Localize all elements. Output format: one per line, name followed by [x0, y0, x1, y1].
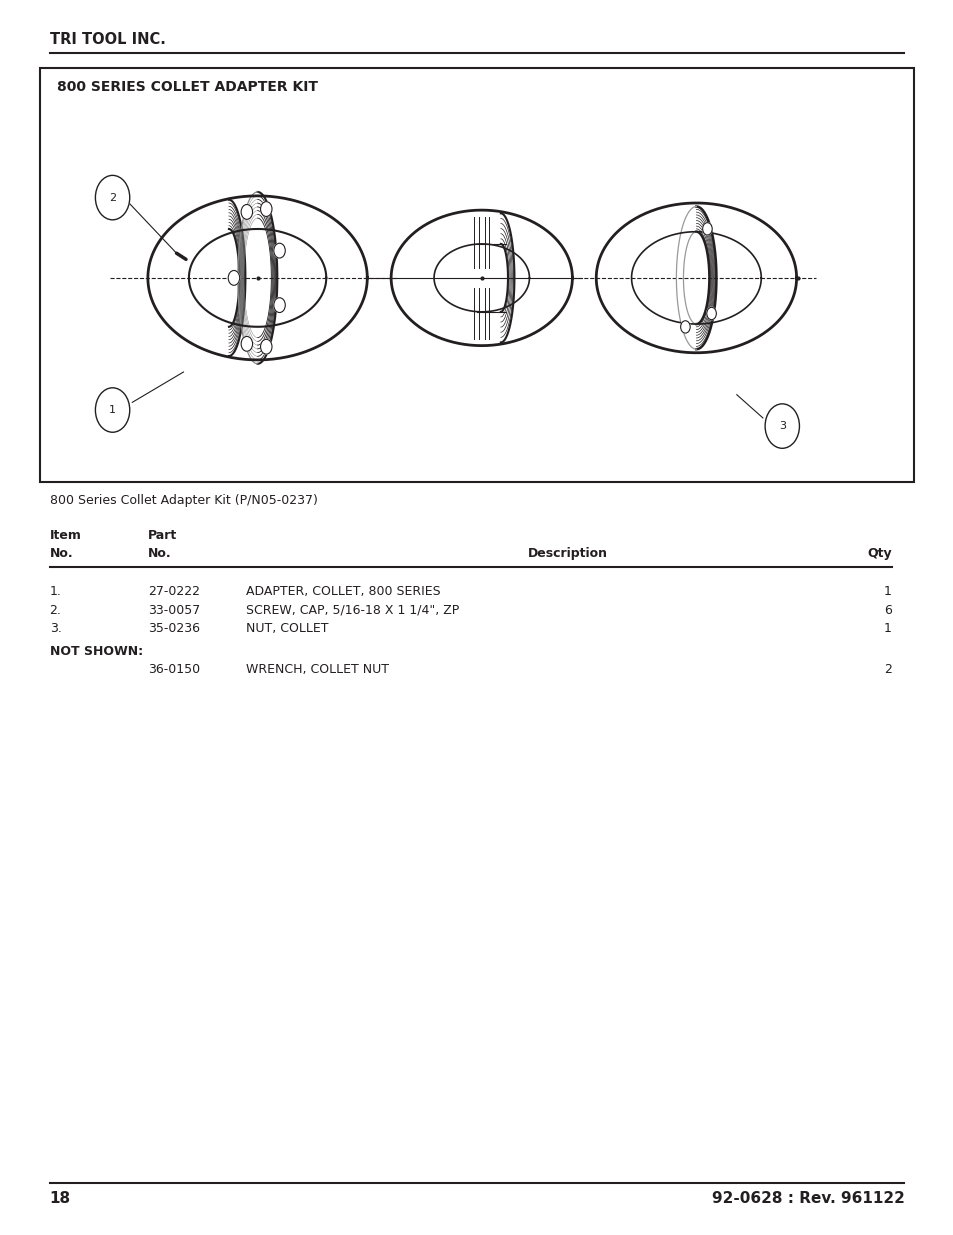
Text: No.: No. — [148, 547, 172, 561]
Text: 18: 18 — [50, 1191, 71, 1205]
Circle shape — [241, 205, 253, 220]
Text: Part: Part — [148, 529, 177, 542]
Circle shape — [706, 308, 716, 320]
Circle shape — [260, 201, 272, 216]
Text: 35-0236: 35-0236 — [148, 622, 200, 636]
Text: NOT SHOWN:: NOT SHOWN: — [50, 645, 143, 658]
Text: 2: 2 — [109, 193, 116, 203]
Text: Qty: Qty — [866, 547, 891, 561]
Text: 1: 1 — [109, 405, 116, 415]
Text: 800 Series Collet Adapter Kit (P/N05-0237): 800 Series Collet Adapter Kit (P/N05-023… — [50, 494, 317, 508]
Circle shape — [702, 222, 712, 235]
Text: No.: No. — [50, 547, 73, 561]
Text: 3: 3 — [778, 421, 785, 431]
Circle shape — [241, 336, 253, 351]
Text: 33-0057: 33-0057 — [148, 604, 200, 618]
Text: 92-0628 : Rev. 961122: 92-0628 : Rev. 961122 — [711, 1191, 903, 1205]
Circle shape — [95, 388, 130, 432]
Bar — [40, 68, 913, 482]
Circle shape — [274, 243, 285, 258]
Circle shape — [95, 175, 130, 220]
Circle shape — [764, 404, 799, 448]
Text: WRENCH, COLLET NUT: WRENCH, COLLET NUT — [246, 663, 389, 677]
Text: ADAPTER, COLLET, 800 SERIES: ADAPTER, COLLET, 800 SERIES — [246, 585, 440, 599]
Circle shape — [274, 298, 285, 312]
Text: 1: 1 — [883, 585, 891, 599]
Text: NUT, COLLET: NUT, COLLET — [246, 622, 328, 636]
Text: 1.: 1. — [50, 585, 61, 599]
Text: 2: 2 — [883, 663, 891, 677]
Text: 36-0150: 36-0150 — [148, 663, 200, 677]
Text: 1: 1 — [883, 622, 891, 636]
Circle shape — [228, 270, 239, 285]
Text: SCREW, CAP, 5/16-18 X 1 1/4", ZP: SCREW, CAP, 5/16-18 X 1 1/4", ZP — [246, 604, 459, 618]
Text: Item: Item — [50, 529, 81, 542]
Text: 800 SERIES COLLET ADAPTER KIT: 800 SERIES COLLET ADAPTER KIT — [57, 80, 318, 94]
Text: 2.: 2. — [50, 604, 61, 618]
Text: 6: 6 — [883, 604, 891, 618]
Text: 3.: 3. — [50, 622, 61, 636]
Circle shape — [679, 321, 689, 333]
Circle shape — [260, 340, 272, 354]
Text: 27-0222: 27-0222 — [148, 585, 200, 599]
Text: Description: Description — [527, 547, 607, 561]
Text: TRI TOOL INC.: TRI TOOL INC. — [50, 32, 165, 47]
